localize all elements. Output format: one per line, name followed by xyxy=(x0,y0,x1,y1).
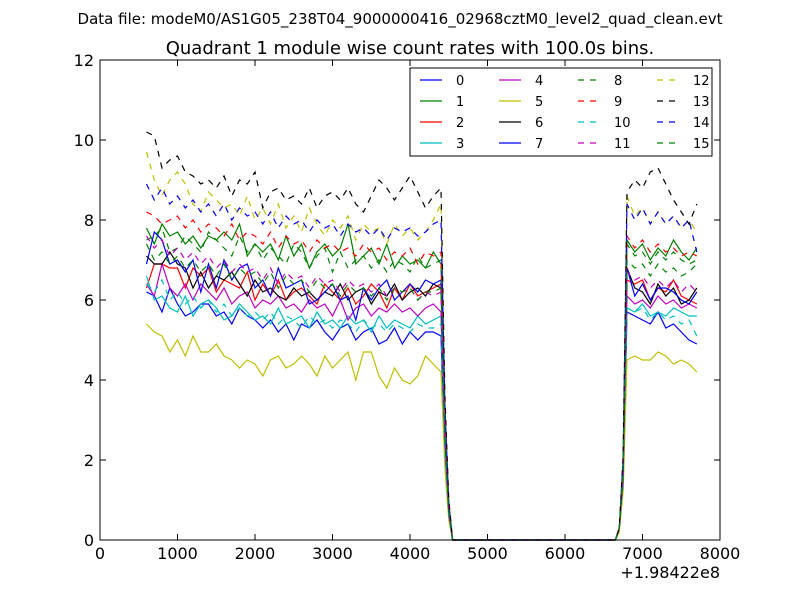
x-tick-label: 3000 xyxy=(312,544,353,563)
series-line-9 xyxy=(146,211,698,541)
series-line-11 xyxy=(145,235,698,541)
y-tick-label: 6 xyxy=(84,291,94,310)
legend-label-3: 3 xyxy=(456,137,464,152)
legend-label-11: 11 xyxy=(614,137,631,152)
chart-title: Quadrant 1 module wise count rates with … xyxy=(166,38,655,59)
legend-label-9: 9 xyxy=(614,95,622,110)
series-line-14 xyxy=(145,183,698,541)
legend-label-14: 14 xyxy=(693,116,710,131)
y-tick-label: 12 xyxy=(74,51,94,70)
legend-label-12: 12 xyxy=(693,74,710,89)
legend-label-5: 5 xyxy=(535,95,543,110)
x-tick-label: 5000 xyxy=(467,544,508,563)
legend-label-7: 7 xyxy=(535,137,543,152)
legend-label-13: 13 xyxy=(693,95,710,110)
x-tick-label: 4000 xyxy=(390,544,431,563)
y-tick-label: 4 xyxy=(84,371,94,390)
x-tick-label: 0 xyxy=(95,544,105,563)
x-tick-label: 1000 xyxy=(157,544,198,563)
x-tick-label: 6000 xyxy=(545,544,586,563)
legend-label-6: 6 xyxy=(535,116,543,131)
series-line-15 xyxy=(145,243,698,541)
suptitle: Data file: modeM0/AS1G05_238T04_90000004… xyxy=(78,10,723,29)
legend-label-8: 8 xyxy=(614,74,622,89)
legend-label-0: 0 xyxy=(456,74,464,89)
x-tick-label: 2000 xyxy=(235,544,276,563)
x-tick-label: 8000 xyxy=(700,544,741,563)
legend-box xyxy=(409,67,713,157)
legend-label-15: 15 xyxy=(693,137,710,152)
legend-label-10: 10 xyxy=(614,116,631,131)
x-offset-label: +1.98422e8 xyxy=(620,563,720,582)
legend-label-1: 1 xyxy=(456,95,464,110)
legend-label-2: 2 xyxy=(456,116,464,131)
y-tick-label: 10 xyxy=(74,131,94,150)
y-tick-label: 0 xyxy=(84,531,94,550)
x-axis: 0 1000 2000 3000 4000 5000 6000 7000 8000 xyxy=(95,60,740,563)
y-tick-label: 2 xyxy=(84,451,94,470)
legend-label-4: 4 xyxy=(535,74,543,89)
y-tick-label: 8 xyxy=(84,211,94,230)
x-tick-label: 7000 xyxy=(622,544,663,563)
